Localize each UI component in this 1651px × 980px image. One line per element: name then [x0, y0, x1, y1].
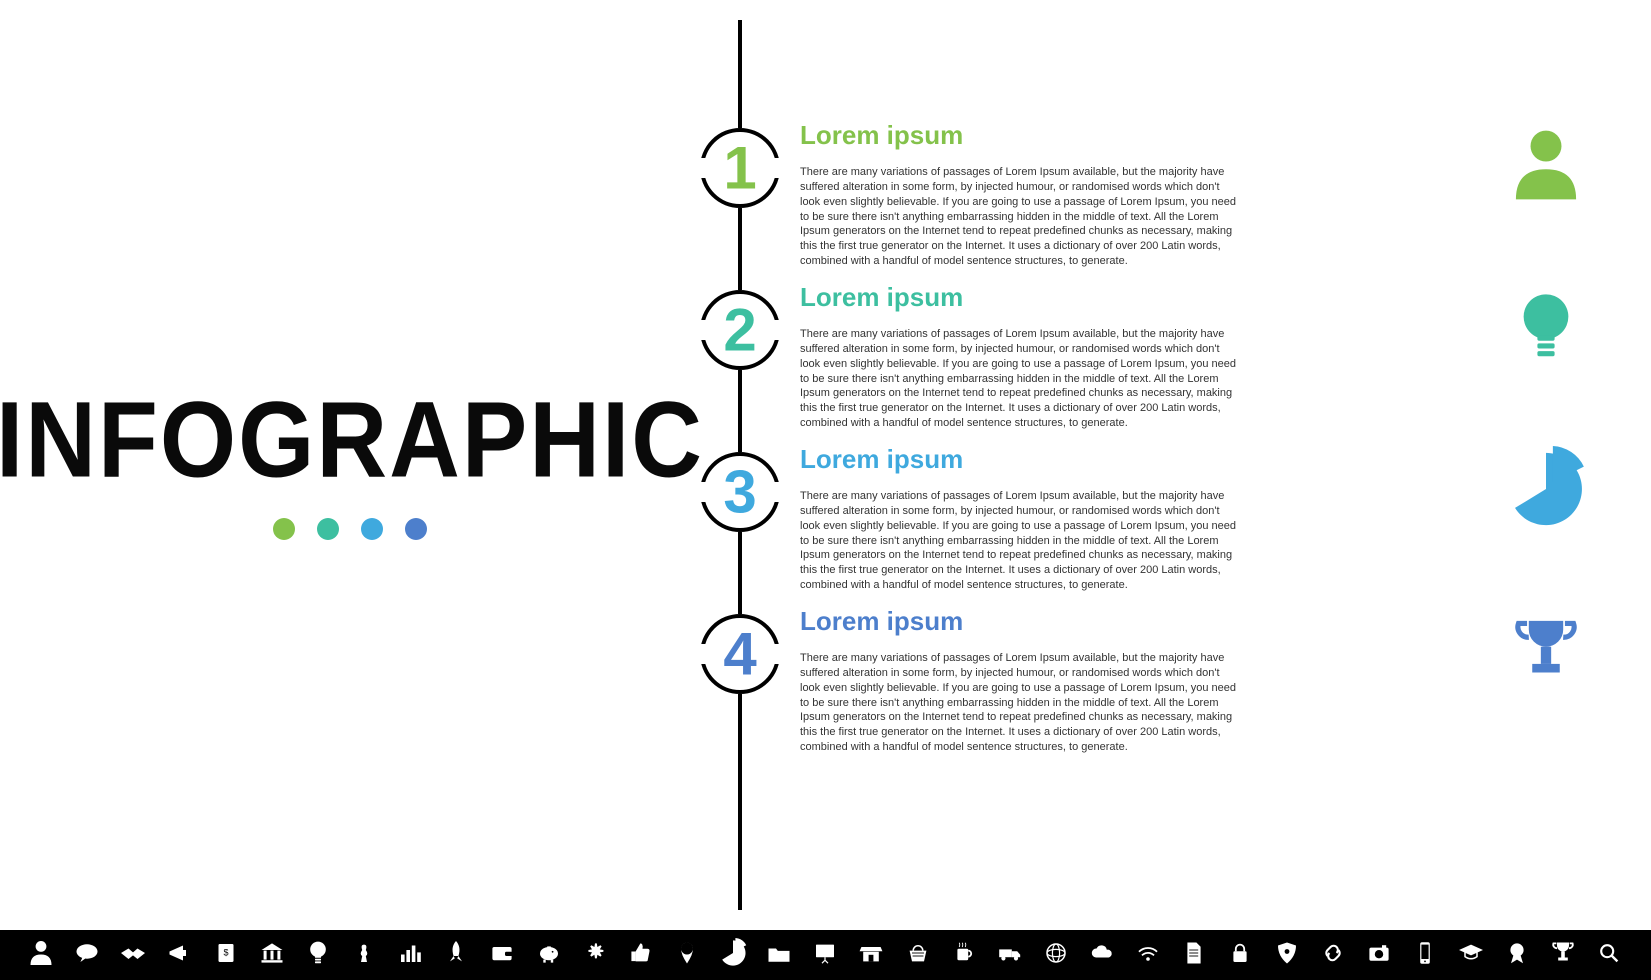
color-dot-1	[273, 518, 295, 540]
entry-title: Lorem ipsum	[800, 444, 1240, 475]
entry-4: Lorem ipsum There are many variations of…	[800, 606, 1621, 755]
timeline-node-1: 1	[700, 128, 780, 208]
entry-body: There are many variations of passages of…	[800, 651, 1240, 755]
entry-text: Lorem ipsum There are many variations of…	[800, 120, 1240, 269]
svg-text:$: $	[223, 947, 228, 957]
entry-text: Lorem ipsum There are many variations of…	[800, 606, 1240, 755]
bank-icon	[257, 938, 287, 973]
coffee-icon	[949, 938, 979, 973]
entry-title: Lorem ipsum	[800, 120, 1240, 151]
color-dot-3	[361, 518, 383, 540]
globe-icon	[1041, 938, 1071, 973]
rocket-icon	[441, 938, 471, 973]
piggy-icon	[534, 938, 564, 973]
entry-body: There are many variations of passages of…	[800, 489, 1240, 593]
bulb-icon	[1501, 282, 1591, 372]
node-number: 3	[723, 458, 756, 527]
badge-icon	[1502, 938, 1532, 973]
bulb-icon	[303, 938, 333, 973]
timeline-spine: 1 2 3 4	[700, 0, 780, 930]
search-icon	[1594, 938, 1624, 973]
cloud-icon	[1087, 938, 1117, 973]
shield-icon	[1272, 938, 1302, 973]
grad-cap-icon	[1456, 938, 1486, 973]
folder-icon	[764, 938, 794, 973]
pin-icon	[672, 938, 702, 973]
phone-icon	[1410, 938, 1440, 973]
left-panel: INFOGRAPHIC	[0, 0, 700, 930]
entries: Lorem ipsum There are many variations of…	[800, 0, 1621, 930]
link-icon	[1318, 938, 1348, 973]
entry-text: Lorem ipsum There are many variations of…	[800, 282, 1240, 431]
entry-title: Lorem ipsum	[800, 606, 1240, 637]
trophy-icon	[1501, 606, 1591, 696]
wallet-icon	[487, 938, 517, 973]
entry-body: There are many variations of passages of…	[800, 327, 1240, 431]
timeline-node-2: 2	[700, 290, 780, 370]
node-number: 4	[723, 620, 756, 689]
chat-icon	[72, 938, 102, 973]
page-title: INFOGRAPHIC	[0, 385, 704, 493]
pie-icon	[1501, 444, 1591, 534]
thumbs-up-icon	[626, 938, 656, 973]
wifi-icon	[1133, 938, 1163, 973]
entry-text: Lorem ipsum There are many variations of…	[800, 444, 1240, 593]
timeline-node-4: 4	[700, 614, 780, 694]
camera-icon	[1364, 938, 1394, 973]
entry-3: Lorem ipsum There are many variations of…	[800, 444, 1621, 593]
color-dot-2	[317, 518, 339, 540]
color-dots	[273, 518, 427, 540]
money-file-icon: $	[211, 938, 241, 973]
user-icon	[1501, 120, 1591, 210]
node-number: 1	[723, 134, 756, 203]
icon-strip: $	[0, 930, 1651, 980]
basket-icon	[903, 938, 933, 973]
main-area: INFOGRAPHIC 1 2 3	[0, 0, 1651, 930]
timeline-node-3: 3	[700, 452, 780, 532]
entry-1: Lorem ipsum There are many variations of…	[800, 120, 1621, 269]
entry-title: Lorem ipsum	[800, 282, 1240, 313]
truck-icon	[995, 938, 1025, 973]
user-icon	[26, 938, 56, 973]
bar-chart-icon	[395, 938, 425, 973]
pie-icon	[718, 938, 748, 973]
trophy-icon	[1548, 938, 1578, 973]
chess-icon	[349, 938, 379, 973]
store-icon	[856, 938, 886, 973]
document-icon	[1179, 938, 1209, 973]
gear-icon	[580, 938, 610, 973]
entry-body: There are many variations of passages of…	[800, 165, 1240, 269]
megaphone-icon	[165, 938, 195, 973]
color-dot-4	[405, 518, 427, 540]
lock-icon	[1225, 938, 1255, 973]
handshake-icon	[118, 938, 148, 973]
entry-2: Lorem ipsum There are many variations of…	[800, 282, 1621, 431]
presentation-icon	[810, 938, 840, 973]
node-number: 2	[723, 296, 756, 365]
